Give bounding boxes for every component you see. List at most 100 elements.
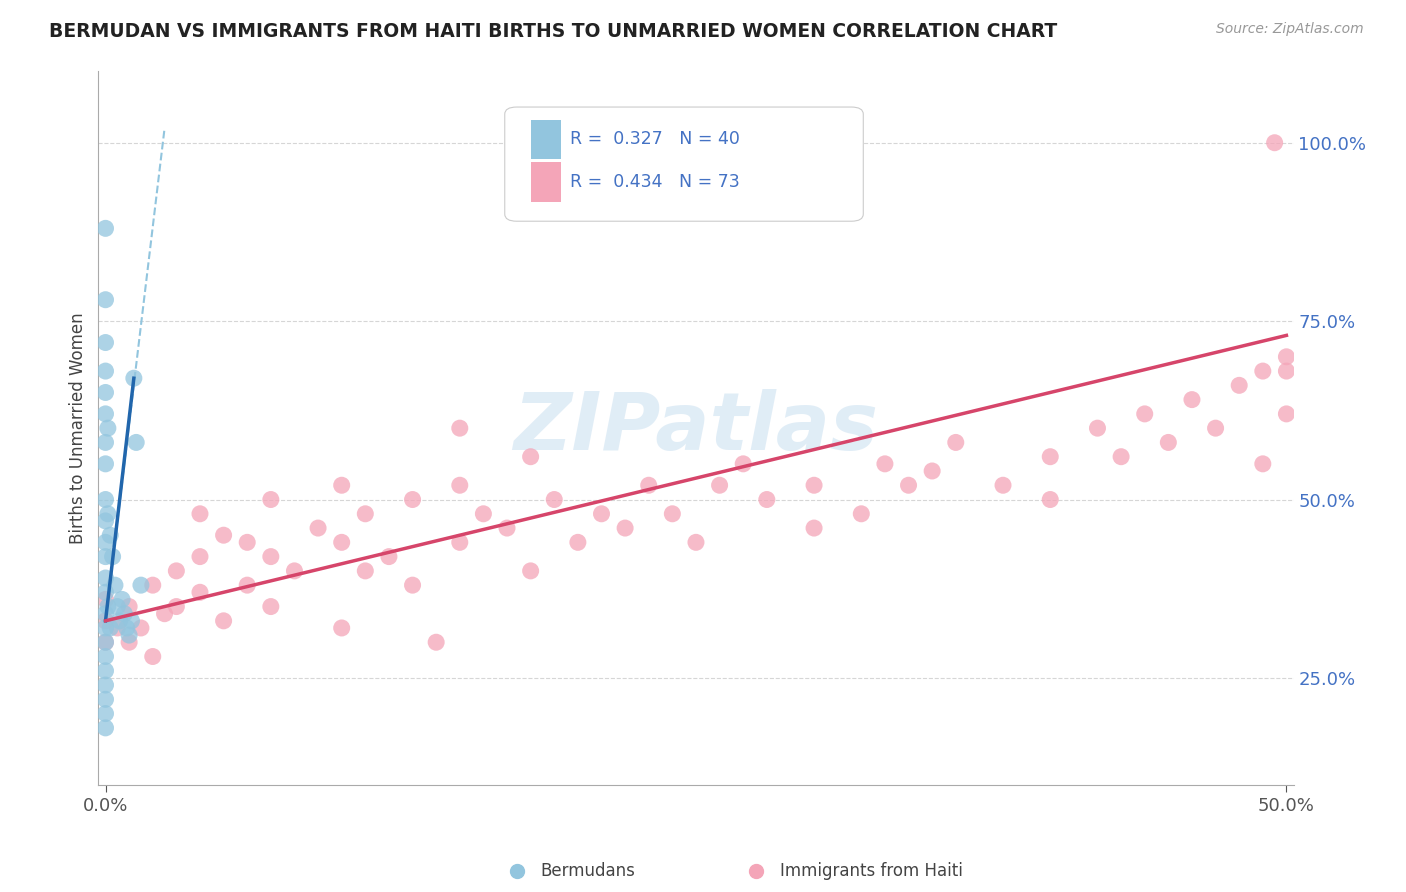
Point <box>1157 435 1180 450</box>
Point <box>449 535 471 549</box>
Text: Bermudans: Bermudans <box>541 862 636 880</box>
Point <box>543 492 565 507</box>
Point <box>260 599 283 614</box>
Point <box>94 385 117 400</box>
Point <box>873 457 896 471</box>
Point <box>108 614 131 628</box>
Point <box>94 706 117 721</box>
Point <box>378 549 401 564</box>
Point <box>637 478 659 492</box>
Point <box>94 614 117 628</box>
Point <box>425 635 447 649</box>
Point <box>165 564 187 578</box>
Point <box>94 678 117 692</box>
Point <box>105 599 128 614</box>
Point <box>94 407 117 421</box>
Point <box>94 492 117 507</box>
Point <box>98 528 121 542</box>
Point <box>94 514 117 528</box>
Point <box>1251 457 1274 471</box>
Bar <box>531 120 561 159</box>
Point <box>755 492 778 507</box>
Point <box>401 578 423 592</box>
Point <box>212 614 235 628</box>
Point <box>94 435 117 450</box>
Point <box>118 635 141 649</box>
Point <box>1133 407 1156 421</box>
Point <box>330 478 353 492</box>
Point <box>236 578 259 592</box>
Point <box>188 585 211 599</box>
Point <box>1275 350 1298 364</box>
Point <box>94 457 117 471</box>
Point <box>709 478 731 492</box>
Point <box>118 628 141 642</box>
Text: ZIPatlas: ZIPatlas <box>513 389 879 467</box>
Point <box>97 421 120 435</box>
Point <box>921 464 943 478</box>
Point <box>449 421 471 435</box>
Point <box>94 571 117 585</box>
Point <box>1109 450 1132 464</box>
Point <box>330 535 353 549</box>
Point <box>104 578 127 592</box>
Point <box>260 492 283 507</box>
Point <box>1205 421 1227 435</box>
Point <box>1039 450 1062 464</box>
Text: R =  0.327   N = 40: R = 0.327 N = 40 <box>571 130 741 148</box>
Point <box>1251 364 1274 378</box>
Point <box>283 564 305 578</box>
Point <box>105 621 128 635</box>
Point <box>567 535 589 549</box>
Point <box>661 507 683 521</box>
Point <box>94 364 117 378</box>
Point <box>496 521 519 535</box>
Point <box>991 478 1014 492</box>
Point <box>94 335 117 350</box>
Point <box>97 507 120 521</box>
Point <box>803 478 825 492</box>
Point <box>165 599 187 614</box>
Point <box>354 564 377 578</box>
Point <box>1227 378 1250 392</box>
Point <box>354 507 377 521</box>
Point <box>472 507 495 521</box>
Point <box>1275 407 1298 421</box>
Point <box>112 607 135 621</box>
Bar <box>531 162 561 202</box>
Point <box>519 564 541 578</box>
Point <box>94 592 117 607</box>
Point <box>260 549 283 564</box>
Point <box>1181 392 1204 407</box>
Point <box>212 528 235 542</box>
Point <box>129 621 152 635</box>
Point <box>307 521 329 535</box>
Point <box>945 435 967 450</box>
Point <box>803 521 825 535</box>
Point <box>121 614 143 628</box>
Point <box>519 450 541 464</box>
Point <box>94 621 117 635</box>
Point <box>94 535 117 549</box>
Point <box>94 692 117 706</box>
Point <box>685 535 707 549</box>
Point <box>733 457 755 471</box>
Point <box>94 721 117 735</box>
Point <box>94 293 117 307</box>
Point <box>142 578 165 592</box>
Point <box>122 371 145 385</box>
Point <box>125 435 148 450</box>
Point <box>94 607 117 621</box>
Point <box>115 621 138 635</box>
Point <box>98 621 121 635</box>
Point <box>94 649 117 664</box>
Point <box>1039 492 1062 507</box>
Point <box>101 549 124 564</box>
Point <box>97 599 120 614</box>
Point <box>1275 364 1298 378</box>
Y-axis label: Births to Unmarried Women: Births to Unmarried Women <box>69 312 87 544</box>
Point <box>94 549 117 564</box>
Point <box>118 599 141 614</box>
Point <box>94 635 117 649</box>
Text: R =  0.434   N = 73: R = 0.434 N = 73 <box>571 173 740 191</box>
